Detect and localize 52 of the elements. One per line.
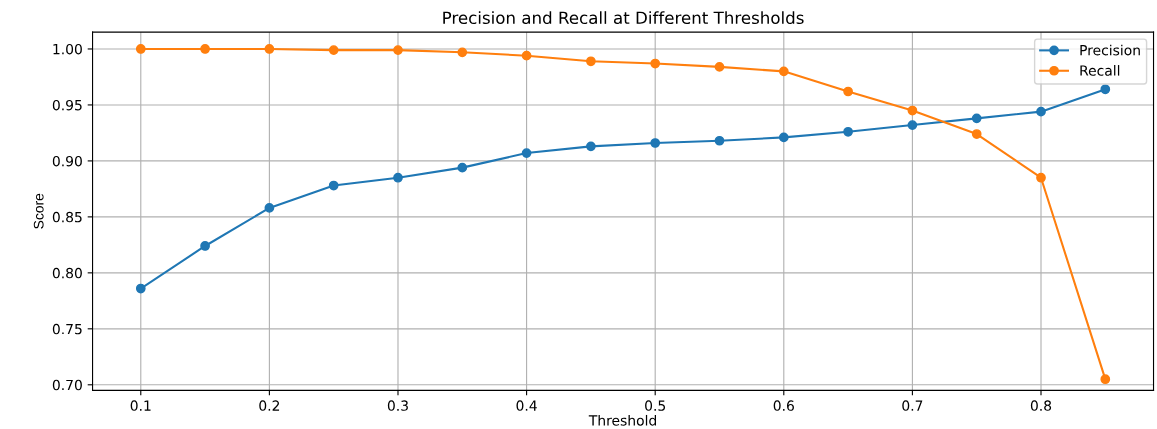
point: [1100, 84, 1111, 95]
x-tick-label: 0.7: [902, 400, 923, 411]
legend-label: Precision: [1080, 44, 1140, 56]
point: [1036, 106, 1046, 117]
y-tick-label: 1.00: [53, 43, 82, 55]
point: [778, 132, 789, 143]
point: [971, 113, 982, 124]
y-tick-label: 0.80: [52, 267, 82, 279]
point: [521, 148, 532, 158]
point: [714, 62, 725, 72]
point: [650, 58, 661, 69]
point: [328, 180, 339, 191]
x-tick-label: 0.8: [1030, 400, 1052, 411]
y-tick-label: 0.85: [52, 211, 82, 223]
point: [135, 283, 146, 294]
point: [393, 45, 403, 55]
point: [907, 120, 918, 130]
point: [393, 172, 403, 183]
point: [200, 44, 210, 54]
point: [1100, 374, 1111, 385]
point: [650, 138, 661, 148]
point: [971, 129, 982, 139]
point: [264, 203, 275, 213]
x-tick-label: 0.1: [130, 400, 151, 411]
point: [907, 105, 918, 116]
point: [714, 135, 725, 146]
x-tick-label: 0.5: [645, 400, 666, 411]
legend-label: Recall: [1080, 65, 1120, 76]
x-tick-label: 0.3: [387, 400, 408, 411]
point: [1036, 172, 1046, 183]
point: [586, 141, 596, 152]
point: [328, 45, 339, 55]
y-tick-label: 0.70: [52, 379, 82, 391]
point: [264, 44, 275, 54]
x-tick-label: 0.4: [516, 400, 537, 411]
y-axis-title: Score: [33, 193, 44, 229]
point: [843, 86, 853, 97]
point: [521, 50, 532, 61]
x-tick-label: 0.2: [259, 400, 280, 411]
chart-title: Precision and Recall at Different Thresholds: [443, 11, 804, 25]
point: [586, 56, 596, 67]
x-axis-title: Threshold: [588, 414, 656, 426]
y-tick-label: 0.90: [52, 155, 82, 167]
point: [778, 66, 789, 77]
point: [843, 126, 853, 137]
point: [135, 44, 146, 54]
point: [457, 47, 468, 58]
point: [200, 241, 210, 251]
x-tick-label: 0.6: [773, 400, 794, 411]
y-tick-label: 0.75: [52, 323, 82, 335]
y-tick-label: 0.95: [52, 99, 82, 111]
point: [457, 162, 468, 173]
